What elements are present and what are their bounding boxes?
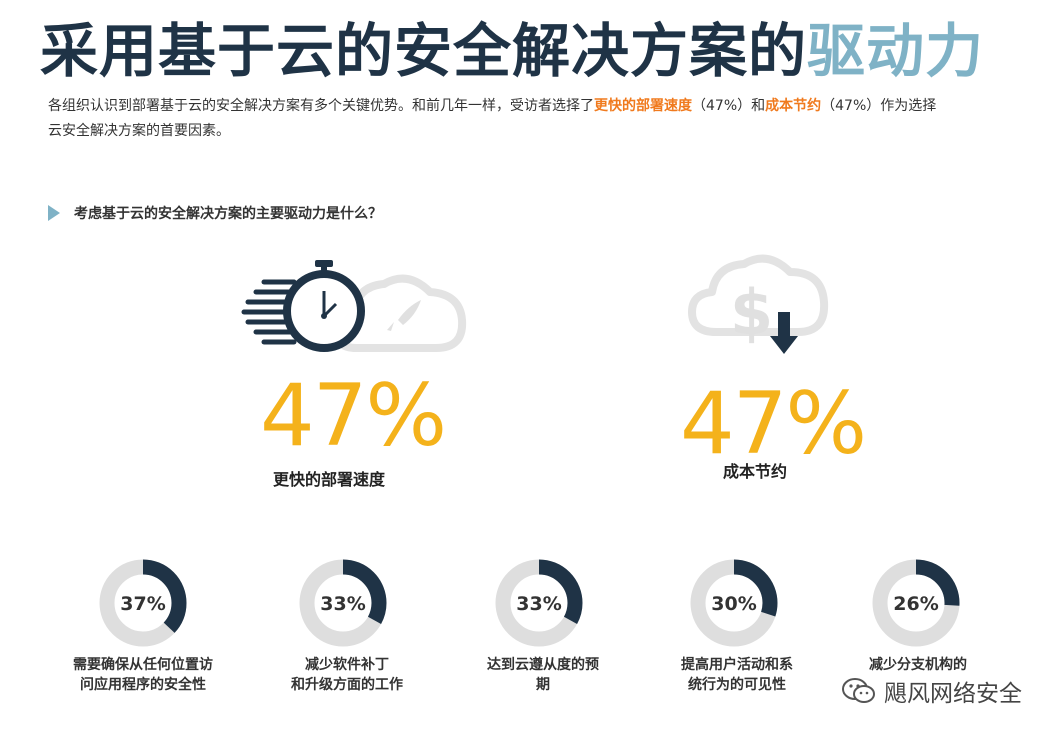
donut-value-text: 26% bbox=[893, 593, 938, 615]
intro-part1: 各组织认识到部署基于云的安全解决方案有多个关键优势。和前几年一样，受访者选择了 bbox=[48, 98, 594, 114]
donut-label: 减少软件补丁 和升级方面的工作 bbox=[257, 655, 437, 695]
highlight-cost-value: 47% bbox=[680, 374, 867, 474]
intro-accent-speed: 更快的部署速度 bbox=[594, 98, 692, 114]
donut-value-arc bbox=[299, 559, 387, 647]
donut-value-arc bbox=[872, 559, 960, 647]
donut-chart: 33% bbox=[299, 559, 387, 647]
highlight-speed-value: 47% bbox=[260, 366, 447, 466]
donut-label: 达到云遵从度的预期 bbox=[453, 655, 633, 695]
donut-chart: 37% bbox=[99, 559, 187, 647]
donut-chart: 26% bbox=[872, 559, 960, 647]
donut-value-text: 33% bbox=[516, 593, 561, 615]
donut-label-line: 统行为的可见性 bbox=[688, 677, 786, 693]
donut-label-line: 期 bbox=[536, 677, 550, 693]
donut-value-arc bbox=[99, 559, 187, 647]
watermark-text: 飓风网络安全 bbox=[884, 681, 1022, 707]
donut-value-text: 37% bbox=[120, 593, 165, 615]
donut-value-arc bbox=[690, 559, 778, 647]
intro-part3: （47%）作为选择云安全解决方案的首要因素。 bbox=[48, 98, 937, 139]
donut-label: 减少分支机构的 bbox=[828, 655, 1008, 695]
watermark: 飓风网络安全 bbox=[842, 674, 1022, 708]
play-triangle-icon bbox=[48, 205, 60, 221]
intro-paragraph: 各组织认识到部署基于云的安全解决方案有多个关键优势。和前几年一样，受访者选择了更… bbox=[48, 94, 938, 144]
donut-value-text: 33% bbox=[320, 593, 365, 615]
highlight-speed-label: 更快的部署速度 bbox=[273, 470, 386, 489]
donut-label: 提高用户活动和系 统行为的可见性 bbox=[647, 655, 827, 695]
donut-chart: 30% bbox=[690, 559, 778, 647]
donut-label-line: 和升级方面的工作 bbox=[291, 677, 403, 693]
highlight-cost-label: 成本节约 bbox=[723, 462, 788, 481]
donut-chart: 33% bbox=[495, 559, 583, 647]
stopwatch-rocket-cloud-icon bbox=[241, 260, 467, 352]
donut-label-line: 需要确保从任何位置访 bbox=[73, 657, 213, 673]
title-main: 采用基于云的安全解决方案的 bbox=[40, 17, 808, 85]
donut-label: 需要确保从任何位置访 问应用程序的安全性 bbox=[53, 655, 233, 695]
donut-label-line: 达到云遵从度的预 bbox=[487, 657, 599, 673]
donut-label-line: 减少软件补丁 bbox=[305, 657, 389, 673]
intro-accent-cost: 成本节约 bbox=[765, 98, 822, 114]
dollar-cloud-down-icon: $ bbox=[688, 254, 829, 354]
donut-label-line: 减少分支机构的 bbox=[869, 657, 967, 673]
donut-value-text: 30% bbox=[711, 593, 756, 615]
question-heading: 考虑基于云的安全解决方案的主要驱动力是什么？ bbox=[48, 203, 382, 223]
intro-part2: （47%）和 bbox=[692, 98, 766, 114]
donut-label-line: 提高用户活动和系 bbox=[681, 657, 793, 673]
question-text: 考虑基于云的安全解决方案的主要驱动力是什么？ bbox=[74, 206, 382, 222]
donut-label-line: 问应用程序的安全性 bbox=[80, 677, 206, 693]
title-highlight: 驱动力 bbox=[807, 17, 985, 85]
svg-text:$: $ bbox=[730, 276, 773, 349]
page-title: 采用基于云的安全解决方案的驱动力 bbox=[40, 4, 984, 88]
wechat-icon bbox=[842, 678, 875, 703]
donut-value-arc bbox=[495, 559, 583, 647]
